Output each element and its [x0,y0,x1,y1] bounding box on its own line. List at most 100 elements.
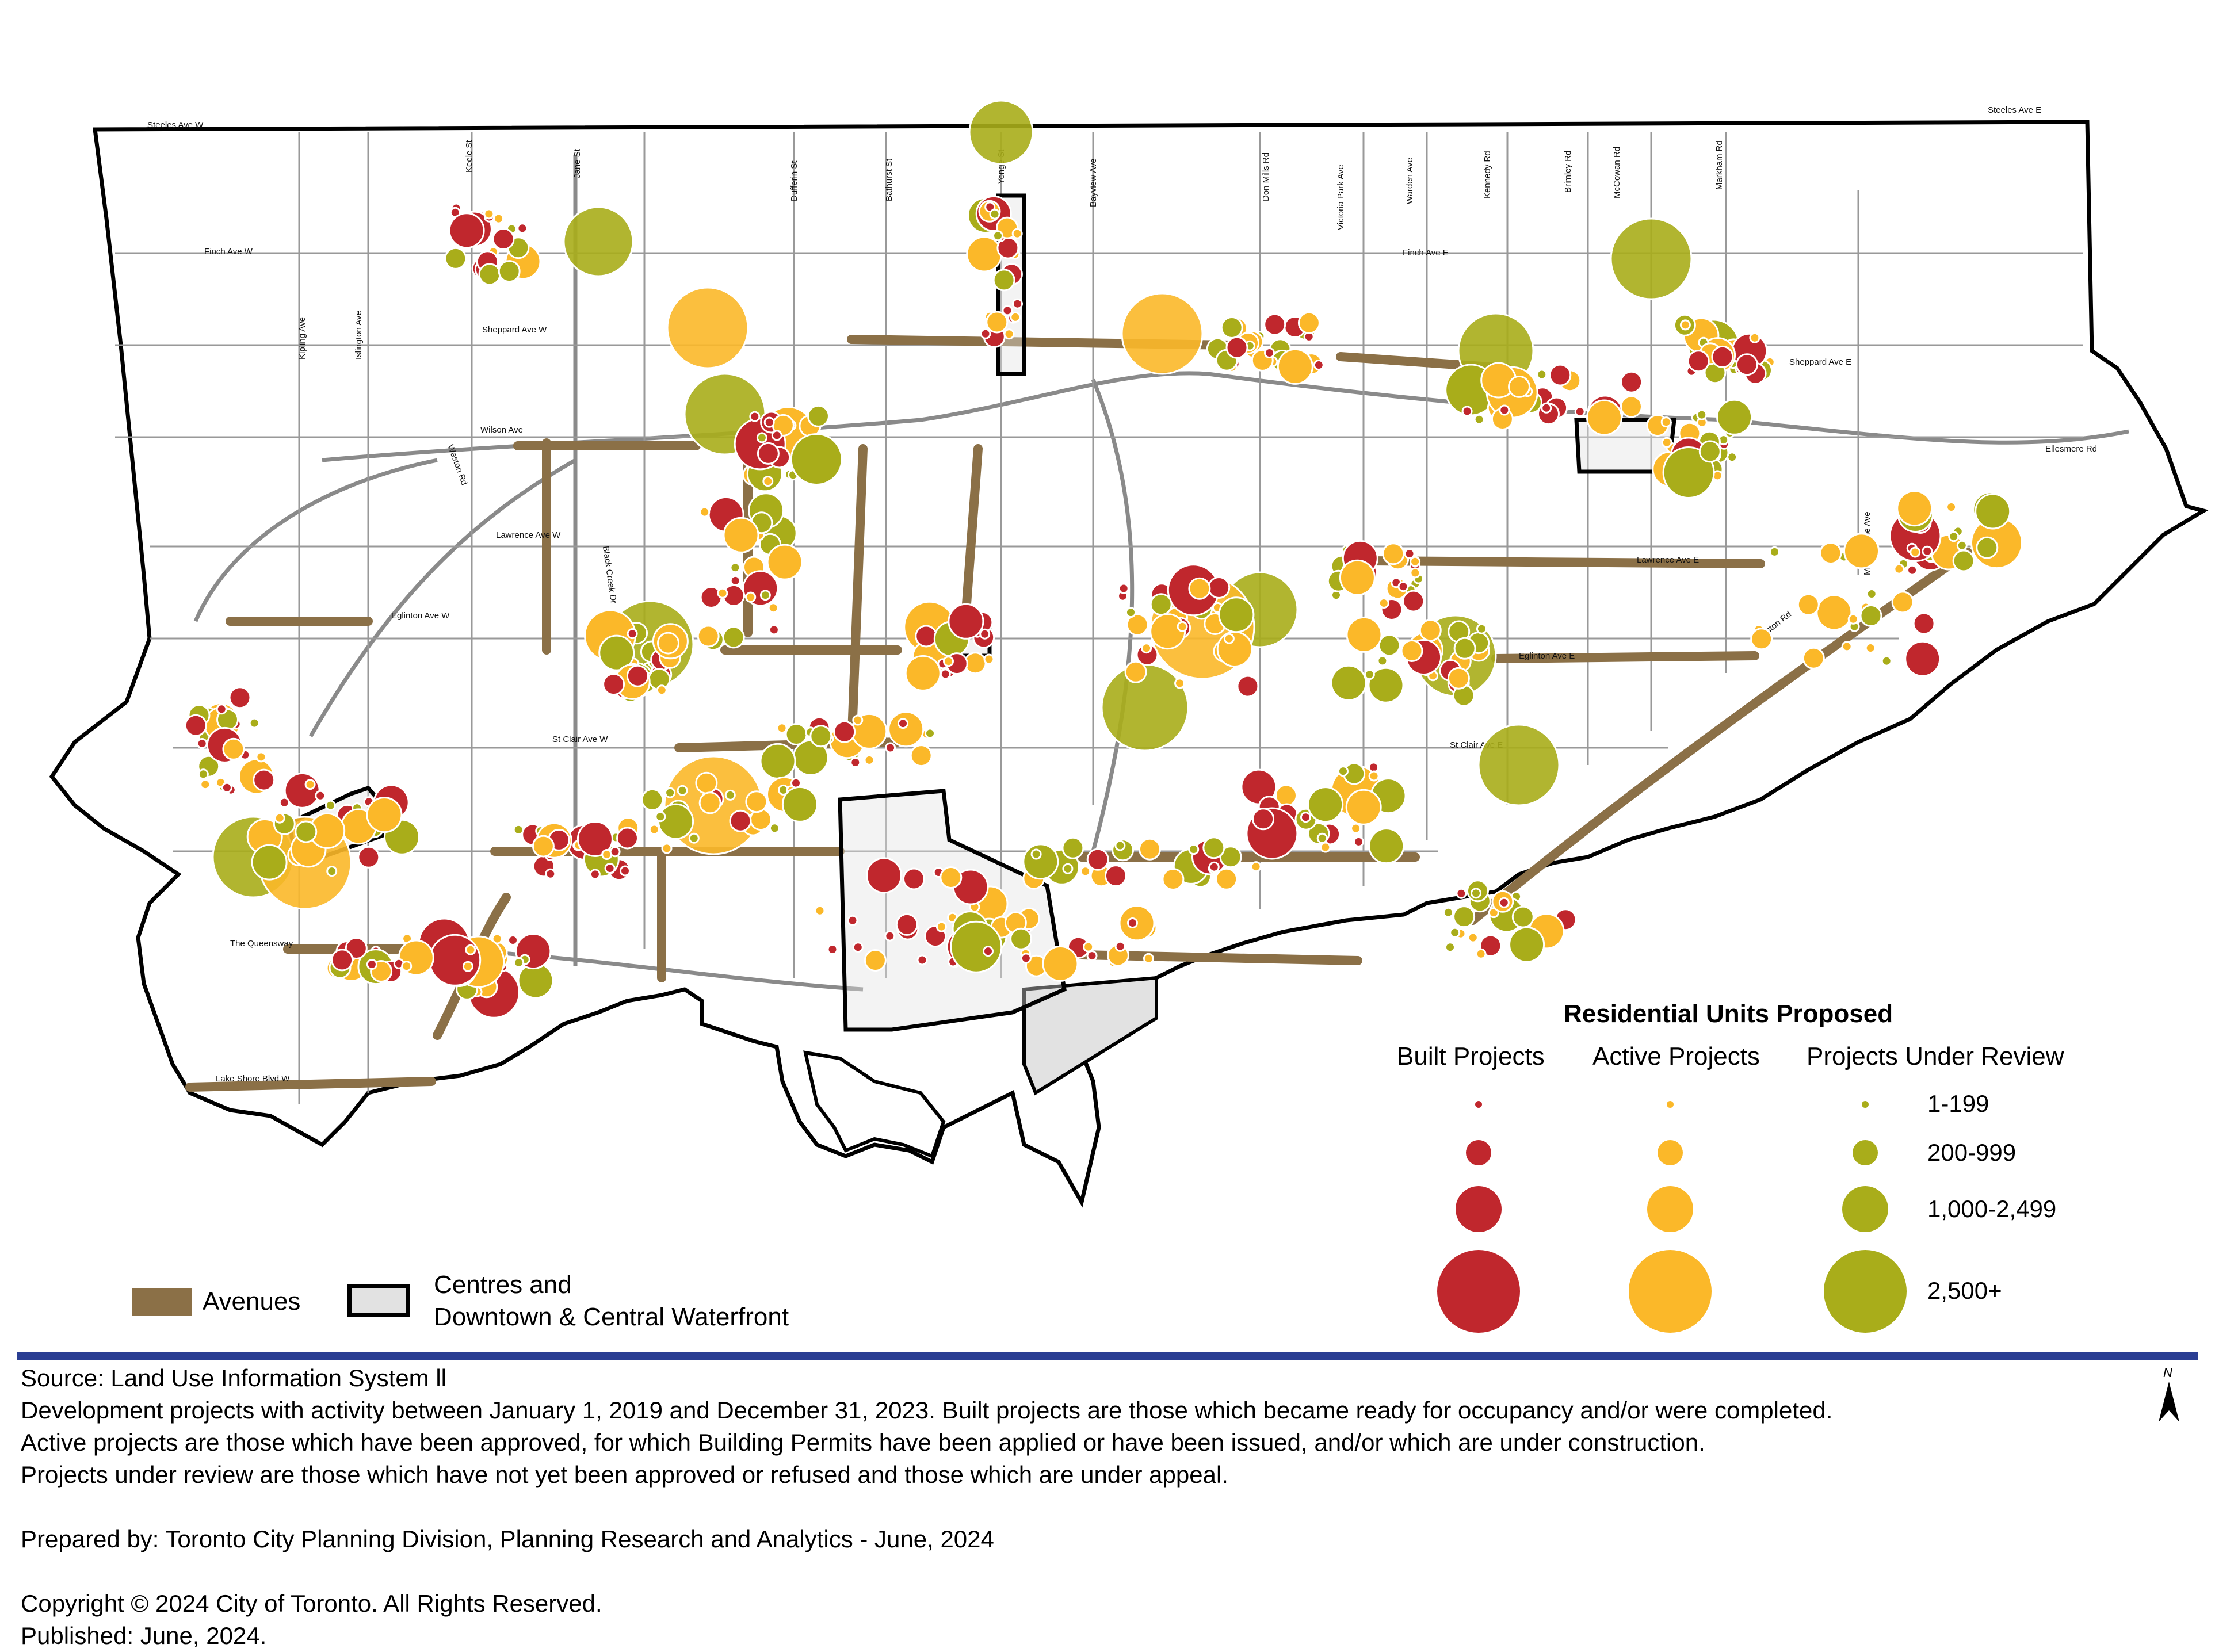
project-point [766,544,803,580]
definition-line-3: Projects under review are those which ha… [21,1461,1228,1488]
project-point [864,754,875,766]
road-labels: Steeles Ave W Steeles Ave E Finch Ave W … [147,105,2097,1084]
project-point [1881,655,1892,667]
project-point [444,247,467,270]
project-point [980,328,991,339]
project-point [1661,437,1672,448]
project-point [1750,628,1773,651]
project-point [925,728,935,739]
prepared-by: Prepared by: Toronto City Planning Divis… [21,1525,994,1552]
project-point [1368,770,1380,782]
project-point [1141,643,1152,654]
project-point [661,843,673,854]
north-label: N [2163,1366,2172,1380]
project-point [677,785,688,796]
project-point [1419,619,1442,642]
road-label: Finch Ave W [204,247,253,257]
project-point [1346,616,1383,653]
project-point [1277,348,1313,385]
project-point [620,865,631,877]
legend-built-3 [1456,1186,1502,1232]
project-point [222,737,245,760]
project-point [1948,531,1960,542]
project-point [429,934,482,986]
project-point [664,787,676,798]
project-point [1377,655,1388,667]
project-point [759,743,796,779]
project-point [1020,953,1032,964]
project-point [1476,623,1487,634]
project-point [1586,399,1622,436]
project-point [695,771,718,794]
project-point [1946,502,1957,513]
legend-review-4 [1824,1250,1907,1333]
project-point [1011,228,1023,239]
project-point [1610,217,1693,300]
project-point [1819,542,1842,565]
project-point [184,714,207,737]
project-point [1143,953,1154,964]
project-point [724,789,736,801]
project-point [1220,316,1243,339]
legend-active-2 [1658,1140,1683,1165]
road-label: Islington Ave [354,311,364,360]
project-point [1453,905,1476,928]
project-point [1086,950,1098,962]
north-arrow-icon: N [2159,1366,2179,1422]
project-point [1236,675,1259,698]
project-points [184,100,2023,1019]
project-point [1410,556,1421,567]
project-point [1202,836,1225,859]
legend-symbols [1437,1101,1907,1333]
project-point [196,738,208,749]
project-point [1449,927,1461,938]
project-point [1841,641,1853,652]
project-point [968,100,1034,165]
project-point [935,921,947,932]
project-point [1467,932,1479,943]
project-point [1114,940,1126,952]
road-label: Lake Shore Blvd W [216,1074,290,1084]
project-point [532,835,555,858]
project-point [1177,621,1188,632]
project-point [1456,888,1467,899]
project-point [1404,548,1415,559]
project-point [866,857,902,894]
project-point [916,954,928,966]
project-point [666,286,749,369]
project-point [1012,298,1023,309]
project-point [888,711,925,748]
project-point [251,844,288,881]
project-point [331,949,354,972]
project-point [1378,634,1401,657]
project-point [1126,613,1149,636]
project-point [1307,786,1344,823]
project-point [1345,789,1382,825]
project-point [809,725,832,748]
project-point [563,206,634,277]
legend-review-2 [1853,1140,1878,1165]
port-lands [1022,976,1158,1096]
project-point [1125,607,1136,618]
project-point [1252,808,1275,831]
project-point [1975,493,2011,530]
road-label: Eglinton Ave W [391,611,450,621]
project-point [602,673,625,696]
project-point [745,790,768,813]
project-point [1865,643,1876,653]
project-point [326,866,338,877]
project-point [1320,842,1331,853]
project-point [1716,399,1753,435]
road-label: Ellesmere Rd [2045,444,2097,454]
project-point [898,718,908,729]
project-point [697,625,720,648]
project-point [1498,897,1510,908]
project-point [781,786,818,823]
project-point [478,263,501,286]
project-point [278,797,290,808]
project-point [903,867,925,890]
project-point [1499,404,1510,416]
project-point [545,868,556,879]
project-point [1976,536,1999,559]
legend-column-built: Built Projects [1397,1042,1545,1070]
